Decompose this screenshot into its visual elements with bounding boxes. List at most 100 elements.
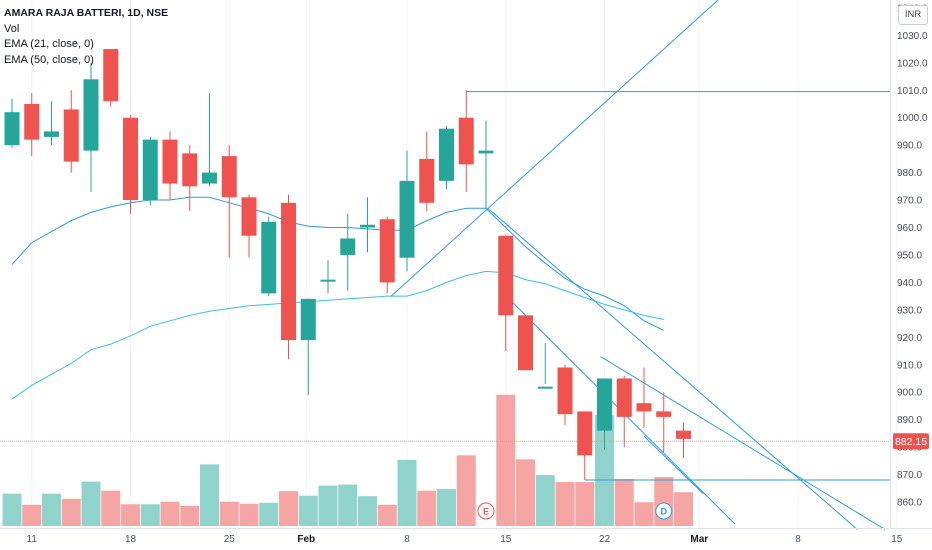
- candle: [320, 260, 336, 294]
- volume-bar: [555, 482, 575, 526]
- price-tick-label: 900.0: [897, 388, 922, 399]
- candle: [379, 216, 395, 294]
- volume-bar: [180, 505, 200, 526]
- candle-body: [458, 117, 474, 165]
- price-tick-label: 1000.0: [897, 113, 928, 124]
- volume-bar: [239, 503, 259, 526]
- price-tick-label: 980.0: [897, 168, 922, 179]
- volume-bar: [456, 455, 476, 526]
- time-tick-label: 15: [500, 534, 512, 545]
- price-tick-label: 1020.0: [897, 58, 928, 69]
- trendline: [643, 435, 704, 495]
- candle-body: [439, 128, 454, 181]
- candle-body: [261, 222, 277, 294]
- candle-body: [597, 378, 612, 431]
- candle-body: [320, 279, 336, 282]
- time-tick-label: 15: [891, 534, 903, 545]
- candle: [221, 145, 237, 258]
- candle: [63, 90, 79, 173]
- price-tick-label: 920.0: [897, 333, 922, 344]
- candle-body: [4, 112, 20, 146]
- candle-body: [537, 386, 553, 389]
- candle: [44, 101, 59, 146]
- volume-bar: [634, 502, 654, 526]
- last-price-tag-label: 882.15: [895, 436, 927, 448]
- candle: [518, 315, 533, 371]
- candle: [202, 92, 217, 187]
- time-tick-label: 11: [27, 534, 38, 545]
- trendline: [390, 0, 719, 297]
- price-tick-label: 860.0: [897, 498, 922, 509]
- time-axis[interactable]: 11 18 25 Feb 8 15 22 Mar 8 15: [27, 534, 903, 545]
- candle: [83, 62, 99, 192]
- candle: [399, 150, 415, 272]
- volume-bar: [101, 490, 121, 526]
- volume-bar: [200, 464, 219, 526]
- symbol-title[interactable]: AMARA RAJA BATTERI, 1D, NSE: [4, 7, 169, 19]
- last-price-tag-box: [893, 433, 929, 450]
- candle-body: [340, 238, 356, 255]
- candle: [123, 114, 138, 214]
- candle-body: [498, 235, 514, 316]
- candle-body: [221, 156, 237, 198]
- volume-event-marker: D: [655, 502, 673, 520]
- volume-bar: [535, 474, 555, 526]
- legend-ema-50[interactable]: EMA (50, close, 0): [4, 53, 94, 66]
- candle-body: [44, 131, 59, 137]
- volume-bar: [160, 501, 180, 526]
- candle: [557, 364, 573, 426]
- candle: [162, 131, 178, 201]
- price-axis[interactable]: 860.0870.0880.0890.0900.0910.0920.0930.0…: [897, 3, 928, 508]
- candle-body: [656, 411, 672, 417]
- candle-body: [360, 224, 375, 228]
- price-tick-label: 940.0: [897, 278, 922, 289]
- candle: [419, 131, 435, 212]
- ema-21-line: [11, 196, 664, 331]
- volume-bar: [22, 504, 42, 526]
- legend-volume[interactable]: Vol: [4, 22, 20, 35]
- candle: [636, 367, 652, 428]
- volume-bar: [595, 414, 614, 526]
- candle: [676, 422, 691, 459]
- currency-button[interactable]: INR: [898, 5, 928, 25]
- volume-bar: [575, 482, 595, 526]
- time-tick-label: Mar: [690, 534, 708, 545]
- candlesticks: [4, 49, 691, 481]
- candle: [439, 125, 454, 190]
- candle: [577, 411, 593, 481]
- volume-bar: [42, 493, 61, 526]
- candle-body: [83, 79, 99, 151]
- volume-bar: [516, 459, 535, 526]
- volume-bar: [377, 504, 397, 526]
- candle-body: [241, 197, 257, 236]
- volume-bar: [338, 484, 358, 526]
- volume-bar: [219, 501, 239, 526]
- candle-body: [636, 403, 652, 412]
- volume-bar: [417, 490, 437, 526]
- candle: [478, 120, 494, 209]
- legend-ema-21[interactable]: EMA (21, close, 0): [4, 38, 94, 50]
- price-tick-label: 1010.0: [897, 86, 928, 97]
- price-tick-label: 890.0: [897, 415, 922, 426]
- candle-body: [577, 411, 593, 456]
- volume-bar: [140, 504, 160, 526]
- candle-body: [676, 430, 691, 439]
- event-marker-circle: [477, 502, 495, 520]
- candle: [241, 194, 257, 258]
- volume-bar: [121, 504, 140, 526]
- trendline: [600, 356, 886, 530]
- candle-body: [419, 158, 435, 203]
- candle: [597, 378, 612, 450]
- time-tick-label: 25: [224, 534, 236, 545]
- volume-bar: [61, 498, 81, 526]
- candle: [24, 92, 40, 157]
- price-tick-label: 950.0: [897, 250, 922, 261]
- candle: [537, 342, 553, 389]
- time-tick-label: 8: [795, 534, 801, 545]
- price-tick-label: 1030.0: [897, 31, 928, 42]
- candle: [300, 298, 316, 395]
- price-tick-label: 870.0: [897, 470, 922, 481]
- candle-body: [518, 315, 533, 371]
- candle-body: [142, 139, 158, 201]
